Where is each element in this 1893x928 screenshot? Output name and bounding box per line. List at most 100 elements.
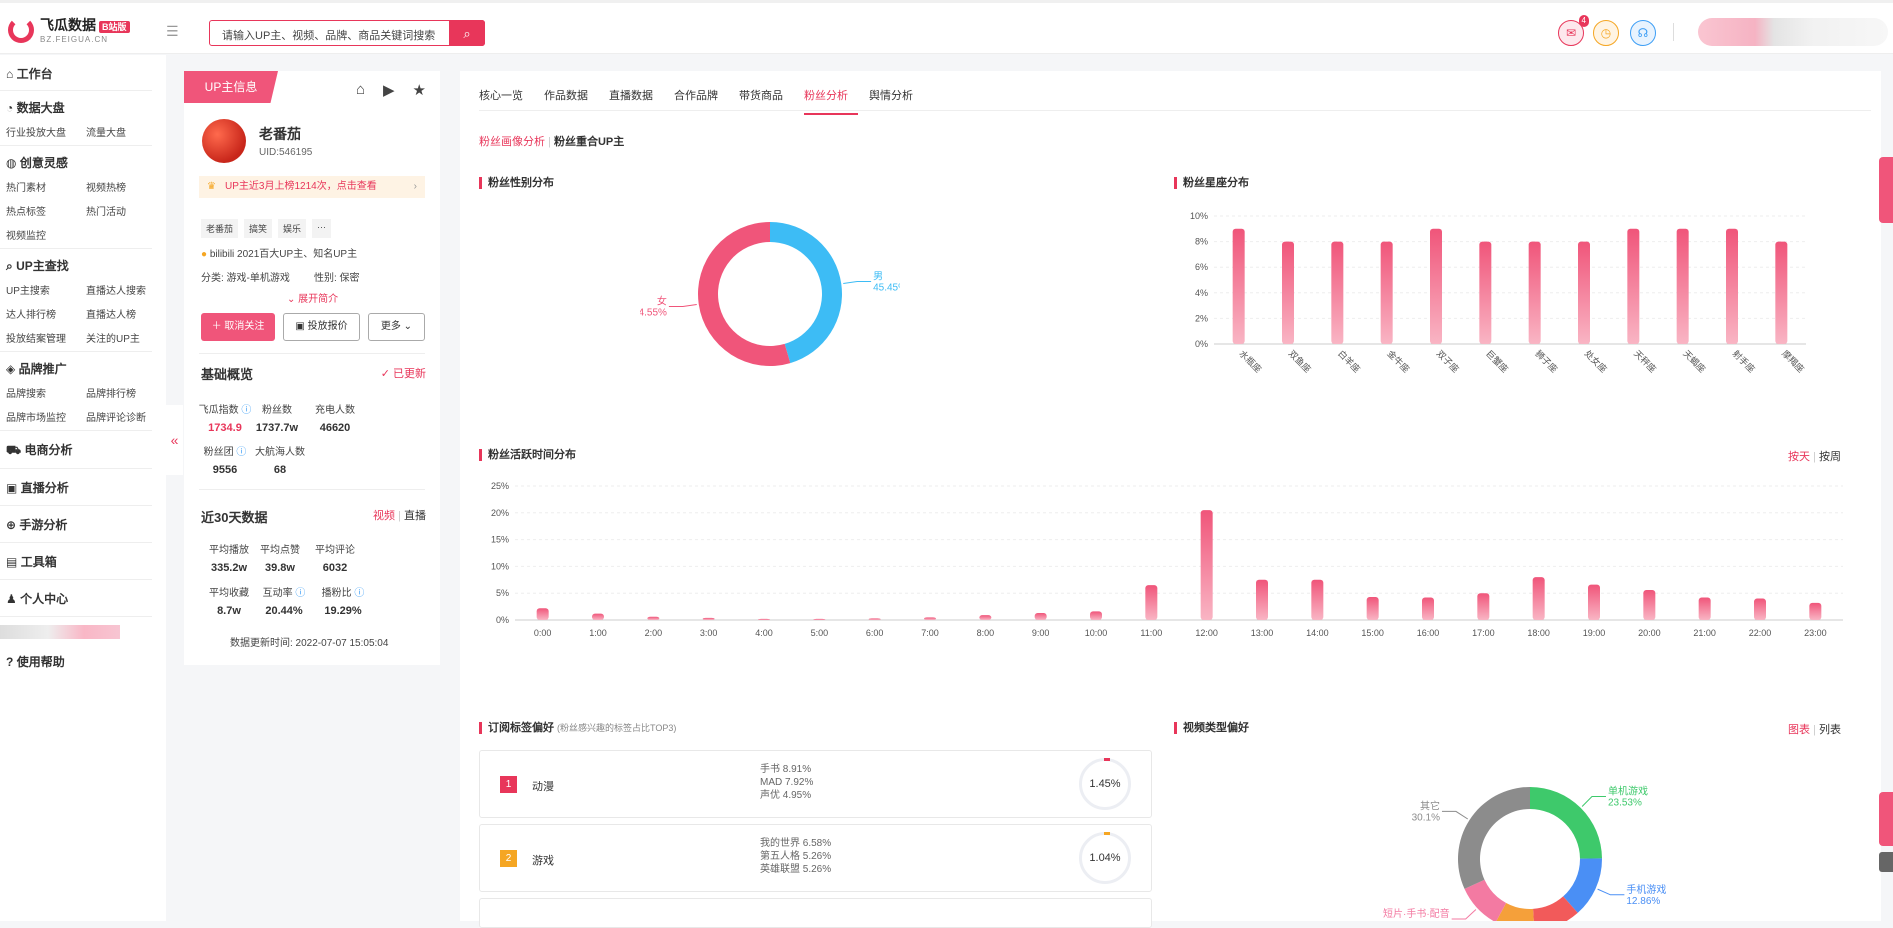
sidebar-section-creative[interactable]: ◍ 创意灵感 <box>6 154 152 171</box>
slice-value-label: 45.45% <box>873 282 900 293</box>
subtab-portrait[interactable]: 粉丝画像分析 <box>479 136 545 148</box>
stat-label: 平均收藏 <box>209 588 249 599</box>
x-tick-label: 7:00 <box>921 628 939 638</box>
toggle-video[interactable]: 视频 <box>373 510 396 522</box>
tag-card[interactable]: 2 游戏 我的世界 6.58% 第五人格 5.26% 英雄联盟 5.26% 1.04… <box>479 824 1152 892</box>
y-tick-label: 6% <box>1195 262 1208 272</box>
pie-icon: ◔ <box>6 101 14 115</box>
sidebar-section-up-search[interactable]: ⌕ UP主查找 <box>6 257 152 274</box>
sidebar-item[interactable]: 直播达人榜 <box>86 310 136 321</box>
sidebar-item[interactable]: 品牌评论诊断 <box>86 413 146 424</box>
zodiac-chart-title: 粉丝星座分布 <box>1174 177 1249 189</box>
toggle-by-week[interactable]: 按周 <box>1819 451 1841 463</box>
tab-brands[interactable]: 合作品牌 <box>674 90 718 102</box>
more-label: 更多 <box>380 321 401 332</box>
top-bar: 飞瓜数据 B站版 BZ.FEIGUA.CN ☰ 请输入UP主、视频、品牌、商品关键… <box>0 0 1893 54</box>
y-tick-label: 10% <box>1190 211 1208 221</box>
bar <box>592 613 604 620</box>
home-icon[interactable]: ⌂ <box>355 81 365 98</box>
search-icon: ⌕ <box>6 259 13 273</box>
sidebar-item-live[interactable]: ▣ 直播分析 <box>6 479 152 496</box>
tag-card[interactable] <box>479 898 1152 928</box>
tab-fans[interactable]: 粉丝分析 <box>804 87 858 115</box>
sidebar-item[interactable]: 直播达人搜索 <box>86 286 146 297</box>
logo-badge: B站版 <box>99 21 130 33</box>
sidebar-item[interactable]: 品牌排行榜 <box>86 389 136 400</box>
bar <box>1090 611 1102 620</box>
sidebar-item[interactable]: 达人排行榜 <box>6 310 56 321</box>
x-tick-label: 19:00 <box>1583 628 1606 638</box>
sidebar-item[interactable]: 热点标签 <box>6 207 46 218</box>
clock-icon[interactable]: ◷ <box>1593 20 1619 46</box>
qr-icon[interactable] <box>1879 852 1893 872</box>
tab-live[interactable]: 直播数据 <box>609 90 653 102</box>
more-button[interactable]: 更多 ⌄ <box>368 313 425 341</box>
sidebar-item[interactable]: 投放结案管理 <box>6 334 66 345</box>
sidebar-item[interactable]: 视频监控 <box>6 231 46 242</box>
sidebar-item-workbench[interactable]: ⌂ 工作台 <box>6 65 152 82</box>
sidebar-item[interactable]: 热门活动 <box>86 207 126 218</box>
quote-button[interactable]: ▣ 投放报价 <box>283 313 360 341</box>
slice-value-label: 30.1% <box>1412 812 1440 823</box>
stat-value: 19.29% <box>324 605 362 617</box>
sidebar-item[interactable]: 关注的UP主 <box>86 334 140 345</box>
info-icon[interactable]: ⓘ <box>236 447 247 458</box>
sidebar-item-toolbox[interactable]: ▤ 工具箱 <box>6 553 152 570</box>
menu-toggle-icon[interactable]: ☰ <box>166 23 179 39</box>
logo[interactable]: 飞瓜数据 B站版 BZ.FEIGUA.CN <box>8 15 130 44</box>
home-icon: ⌂ <box>6 67 14 81</box>
rank-badge: 2 <box>500 850 517 867</box>
search-input[interactable]: 请输入UP主、视频、品牌、商品关键词搜索 ⌕ <box>209 20 485 46</box>
sidebar-item[interactable]: 流量大盘 <box>86 128 126 139</box>
bar <box>1200 510 1213 620</box>
collapse-panel-icon[interactable]: « <box>166 405 183 475</box>
info-icon[interactable]: ⓘ <box>354 588 365 599</box>
unfollow-button[interactable]: ＋ 取消关注 <box>201 313 275 341</box>
toggle-list[interactable]: 列表 <box>1819 724 1841 736</box>
sidebar-item[interactable]: UP主搜索 <box>6 286 50 297</box>
tab-bar: 核心一览 作品数据 直播数据 合作品牌 带货商品 粉丝分析 舆情分析 <box>479 87 934 115</box>
x-tick-label: 15:00 <box>1361 628 1384 638</box>
stat-value: 6032 <box>322 562 348 574</box>
info-icon[interactable]: ⓘ <box>241 405 252 416</box>
fan-analysis-panel: 核心一览 作品数据 直播数据 合作品牌 带货商品 粉丝分析 舆情分析 粉丝画像分… <box>460 71 1881 928</box>
sidebar-item[interactable]: 视频热榜 <box>86 183 126 194</box>
bar <box>536 608 549 620</box>
user-account[interactable] <box>1698 18 1888 46</box>
tab-sentiment[interactable]: 舆情分析 <box>869 90 913 102</box>
y-tick-label: 8% <box>1195 237 1208 247</box>
info-icon[interactable]: ⓘ <box>295 588 306 599</box>
slice-name-label: 单机游戏 <box>1608 785 1648 798</box>
headset-icon[interactable]: ☊ <box>1630 20 1656 46</box>
side-float-button[interactable] <box>1879 157 1893 223</box>
tab-works[interactable]: 作品数据 <box>544 90 588 102</box>
sidebar-item-mobile-game[interactable]: ⊕ 手游分析 <box>6 516 152 533</box>
subtab-overlap[interactable]: 粉丝重合UP主 <box>553 136 625 148</box>
sidebar-item-ecommerce[interactable]: ⛟ 电商分析 <box>6 441 152 459</box>
video-icon[interactable]: ▶ <box>383 82 395 99</box>
expand-intro-link[interactable]: ⌄ 展开简介 <box>287 294 339 305</box>
toggle-live[interactable]: 直播 <box>404 510 426 522</box>
star-icon[interactable]: ★ <box>412 82 426 99</box>
sidebar-section-data-board[interactable]: ◔ 数据大盘 <box>6 99 152 116</box>
ranking-notice[interactable]: ♛ UP主近3月上榜1214次，点击查看 › <box>199 176 425 198</box>
sidebar-item-personal[interactable]: ♟ 个人中心 <box>6 590 152 607</box>
sidebar-item-help[interactable]: ? 使用帮助 <box>0 639 166 670</box>
up-info-tab[interactable]: UP主信息 <box>184 71 278 103</box>
tab-overview[interactable]: 核心一览 <box>479 90 523 102</box>
toggle-by-day[interactable]: 按天 <box>1788 451 1811 463</box>
sidebar-section-brand[interactable]: ◈ 品牌推广 <box>6 360 152 377</box>
sidebar-item[interactable]: 热门素材 <box>6 183 46 194</box>
tab-goods[interactable]: 带货商品 <box>739 90 783 102</box>
sidebar-item[interactable]: 品牌市场监控 <box>6 413 66 424</box>
mail-icon[interactable]: ✉ 4 <box>1558 15 1589 46</box>
customer-service-button[interactable] <box>1879 792 1893 846</box>
bar <box>1578 241 1590 344</box>
toggle-chart[interactable]: 图表 <box>1788 724 1811 736</box>
up-tag-more[interactable]: ··· <box>312 219 332 238</box>
search-button[interactable]: ⌕ <box>449 20 485 46</box>
stat-fan-club: 粉丝团 ⓘ 9556 <box>195 443 255 476</box>
sidebar-item[interactable]: 行业投放大盘 <box>6 128 66 139</box>
sidebar-item[interactable]: 品牌搜索 <box>6 389 46 400</box>
tag-card[interactable]: 1 动漫 手书 8.91% MAD 7.92% 声优 4.95% 1.45% <box>479 750 1152 818</box>
